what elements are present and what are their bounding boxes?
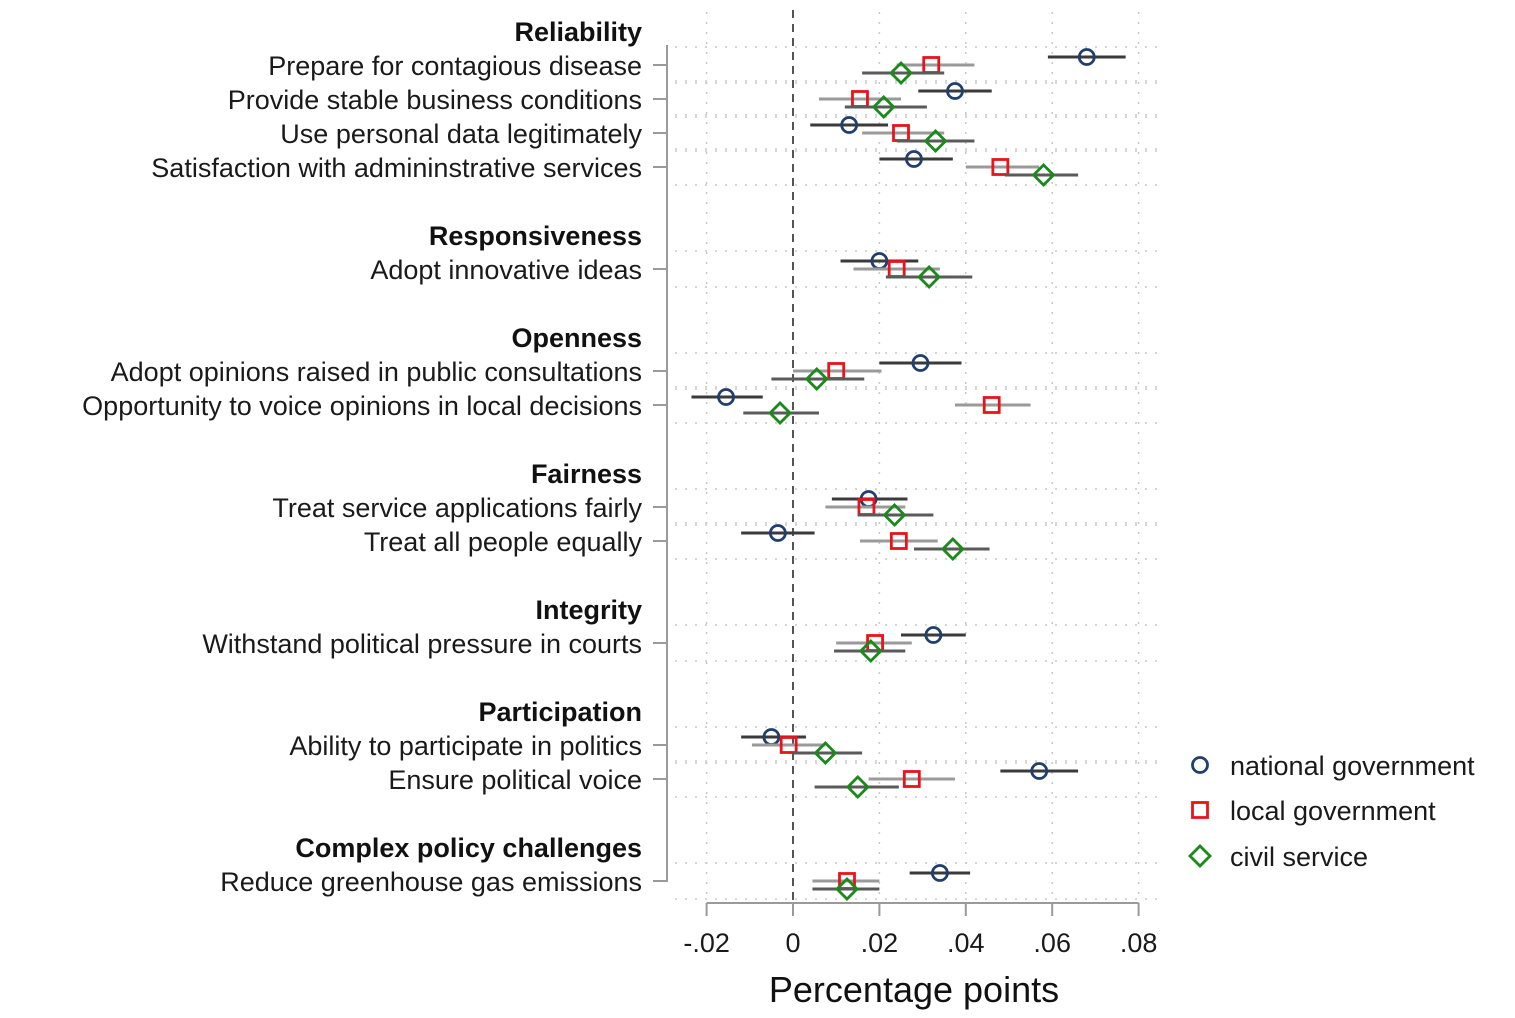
x-tick-label: .02 — [861, 928, 899, 958]
x-tick-label: .06 — [1033, 928, 1071, 958]
row-label: Provide stable business conditions — [228, 85, 642, 115]
group-header: Reliability — [514, 17, 642, 47]
point-national-government — [911, 354, 930, 372]
legend-label: local government — [1230, 796, 1436, 826]
point-civil-service — [917, 265, 942, 289]
legend-diamond-icon — [1188, 844, 1212, 868]
point-civil-service — [1031, 163, 1056, 187]
group-header: Responsiveness — [429, 221, 642, 251]
legend-circle-icon — [1191, 756, 1209, 774]
row-label: Prepare for contagious disease — [268, 51, 642, 81]
row-label: Withstand political pressure in courts — [202, 629, 642, 659]
point-civil-service — [923, 129, 948, 153]
point-national-government — [1030, 762, 1049, 780]
row-label: Treat service applications fairly — [272, 493, 642, 523]
row-label: Ability to participate in politics — [289, 731, 642, 761]
row-label: Opportunity to voice opinions in local d… — [82, 391, 642, 421]
row-label: Adopt opinions raised in public consulta… — [111, 357, 642, 387]
legend-label: civil service — [1230, 842, 1368, 872]
point-civil-service — [889, 61, 913, 85]
y-axis-line — [653, 45, 668, 882]
point-national-government — [905, 150, 923, 168]
x-axis: -.02 0 .02 .04 .06 .08 — [683, 902, 1158, 958]
point-civil-service — [882, 503, 907, 527]
row-label: Use personal data legitimately — [280, 119, 642, 149]
x-tick-label: .04 — [947, 928, 985, 958]
point-civil-service — [858, 639, 883, 663]
point-local-government — [982, 396, 1001, 414]
group-header: Fairness — [531, 459, 642, 489]
row-label: Satisfaction with admininstrative servic… — [151, 153, 642, 183]
point-civil-service — [835, 877, 859, 901]
x-tick-label: .08 — [1120, 928, 1158, 958]
row-label: Treat all people equally — [364, 527, 643, 557]
chart-marks — [691, 48, 1126, 901]
point-national-government — [840, 116, 859, 134]
point-civil-service — [845, 775, 870, 799]
row-label: Adopt innovative ideas — [370, 255, 642, 285]
point-national-government — [946, 82, 964, 100]
point-local-government — [779, 736, 798, 754]
legend: national government local government civil… — [1188, 751, 1475, 872]
y-axis — [653, 45, 668, 882]
row-label: Reduce greenhouse gas emissions — [220, 867, 642, 897]
point-local-government — [889, 532, 908, 550]
point-national-government — [924, 626, 943, 644]
point-local-government — [991, 158, 1010, 176]
point-local-government — [902, 770, 921, 788]
point-civil-service — [768, 401, 793, 425]
y-axis-labels: Reliability Responsiveness Openness Fairnes… — [82, 17, 642, 897]
legend-square-icon — [1191, 801, 1209, 819]
point-civil-service — [804, 367, 829, 391]
group-header: Participation — [478, 697, 642, 727]
x-tick-label: -.02 — [683, 928, 730, 958]
point-civil-service — [871, 95, 896, 119]
point-national-government — [930, 864, 949, 882]
group-header: Openness — [511, 323, 642, 353]
x-axis-title: Percentage points — [769, 969, 1059, 1010]
point-national-government — [768, 524, 787, 542]
x-tick-label: 0 — [785, 928, 800, 958]
point-national-government — [1077, 48, 1096, 66]
row-label: Ensure political voice — [388, 765, 642, 795]
point-civil-service — [940, 537, 965, 561]
group-header: Complex policy challenges — [295, 833, 642, 863]
point-civil-service — [813, 741, 838, 765]
point-national-government — [717, 388, 735, 406]
gridlines — [675, 12, 1160, 900]
group-header: Integrity — [535, 595, 642, 625]
legend-label: national government — [1230, 751, 1475, 781]
